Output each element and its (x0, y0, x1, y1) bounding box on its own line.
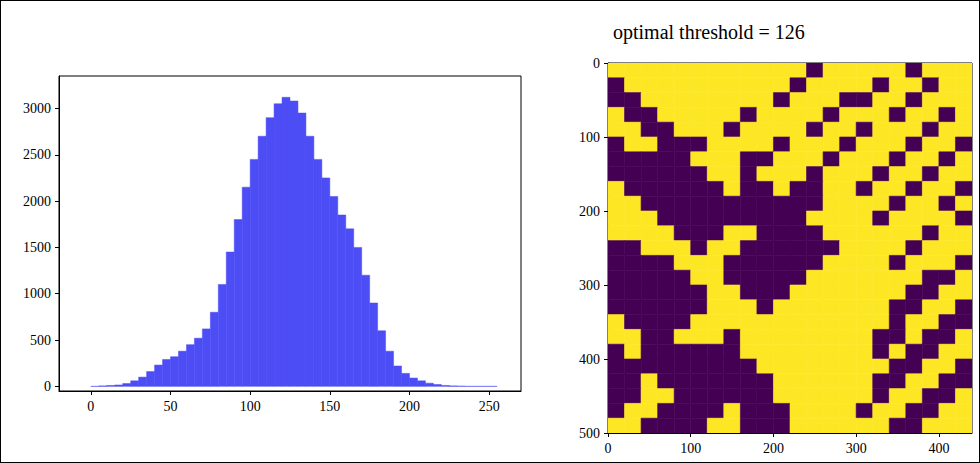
svg-text:0: 0 (605, 441, 612, 456)
svg-text:50: 50 (164, 399, 178, 414)
svg-text:1500: 1500 (23, 240, 51, 255)
svg-text:1000: 1000 (23, 286, 51, 301)
svg-text:400: 400 (579, 352, 600, 367)
svg-text:3000: 3000 (23, 101, 51, 116)
svg-text:200: 200 (579, 204, 600, 219)
svg-text:optimal threshold = 126: optimal threshold = 126 (613, 21, 805, 44)
svg-text:200: 200 (399, 399, 420, 414)
svg-text:100: 100 (579, 130, 600, 145)
svg-text:400: 400 (928, 441, 949, 456)
svg-text:500: 500 (30, 333, 51, 348)
svg-text:0: 0 (87, 399, 94, 414)
svg-text:100: 100 (680, 441, 701, 456)
svg-text:200: 200 (763, 441, 784, 456)
svg-text:0: 0 (44, 379, 51, 394)
svg-text:2500: 2500 (23, 147, 51, 162)
svg-text:100: 100 (240, 399, 261, 414)
svg-text:2000: 2000 (23, 194, 51, 209)
svg-text:250: 250 (479, 399, 500, 414)
svg-text:0: 0 (593, 56, 600, 71)
svg-text:150: 150 (319, 399, 340, 414)
svg-text:300: 300 (846, 441, 867, 456)
svg-text:300: 300 (579, 278, 600, 293)
svg-text:500: 500 (579, 426, 600, 441)
